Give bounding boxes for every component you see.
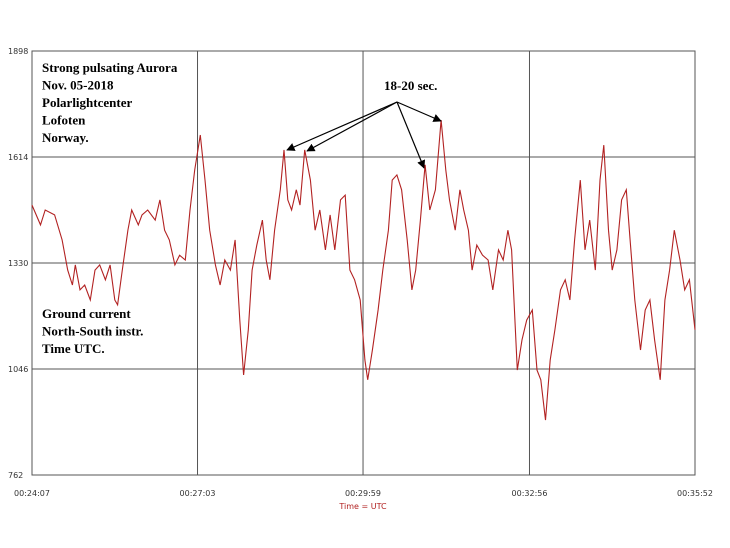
annotation: North-South instr.	[42, 324, 143, 339]
x-tick-label: 00:29:59	[345, 489, 381, 498]
x-tick-label: 00:27:03	[180, 489, 216, 498]
arrow-label: 18-20 sec.	[384, 78, 437, 93]
data-line	[31, 119, 696, 421]
annotation: Polarlightcenter	[42, 95, 132, 110]
x-axis-label: Time = UTC	[338, 502, 387, 511]
y-tick-label: 762	[8, 471, 23, 480]
y-tick-label: 1046	[8, 365, 28, 374]
x-tick-label: 00:32:56	[512, 489, 548, 498]
annotation: Time UTC.	[42, 341, 105, 356]
x-tick-label: 00:35:52	[677, 489, 713, 498]
annotation: Strong pulsating Aurora	[42, 60, 178, 75]
annotation: Norway.	[42, 130, 89, 145]
x-tick-label: 00:24:07	[14, 489, 50, 498]
y-tick-label: 1330	[8, 259, 28, 268]
arrows	[286, 101, 442, 169]
annotation: Lofoten	[42, 113, 86, 128]
y-tick-label: 1898	[8, 47, 28, 56]
y-tick-label: 1614	[8, 153, 28, 162]
annotation: Nov. 05-2018	[42, 78, 114, 93]
annotation: Ground current	[42, 306, 131, 321]
